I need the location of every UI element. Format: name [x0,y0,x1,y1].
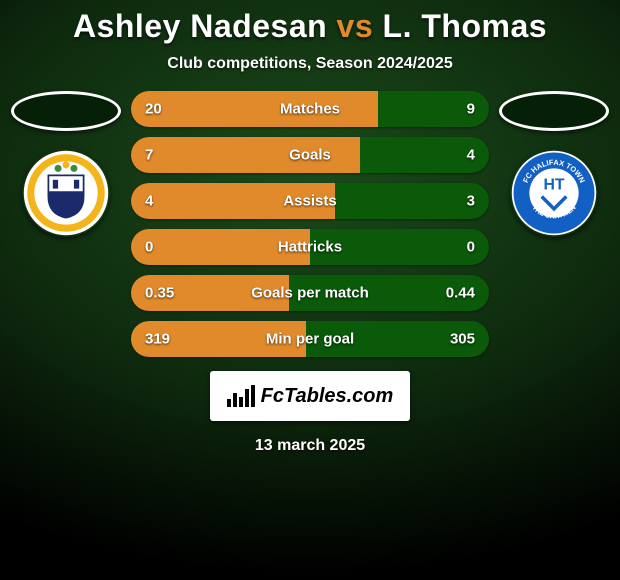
stat-label: Min per goal [131,331,489,348]
brand-text: FcTables.com [261,385,394,408]
brand-plate: FcTables.com [210,371,410,421]
stat-bar: 74Goals [131,137,489,173]
date-text: 13 march 2025 [0,437,620,455]
stat-bar: 319305Min per goal [131,321,489,357]
stat-label: Goals per match [131,285,489,302]
svg-text:HT: HT [543,176,564,193]
page-title: Ashley Nadesan vs L. Thomas [0,8,620,45]
vs-text: vs [337,8,374,44]
brand-logo-icon [227,385,255,407]
player1-name: Ashley Nadesan [73,8,327,44]
stat-label: Assists [131,193,489,210]
left-country-ellipse [11,91,121,131]
stat-bar: 43Assists [131,183,489,219]
right-side: HT FC HALIFAX TOWN THE SHAYMEN [495,91,613,237]
player2-name: L. Thomas [383,8,548,44]
stat-bar: 0.350.44Goals per match [131,275,489,311]
right-country-ellipse [499,91,609,131]
subtitle: Club competitions, Season 2024/2025 [0,55,620,73]
comparison-row: 209Matches 74Goals 43Assists 00Hattricks 0.3… [0,91,620,357]
fc-halifax-town-crest-icon: HT FC HALIFAX TOWN THE SHAYMEN [510,149,598,237]
sutton-united-crest-icon [22,149,110,237]
stat-label: Hattricks [131,239,489,256]
stat-label: Goals [131,147,489,164]
stat-bar: 209Matches [131,91,489,127]
stat-bar: 00Hattricks [131,229,489,265]
left-side [7,91,125,237]
stats-column: 209Matches 74Goals 43Assists 00Hattricks 0.3… [125,91,495,357]
stat-label: Matches [131,101,489,118]
